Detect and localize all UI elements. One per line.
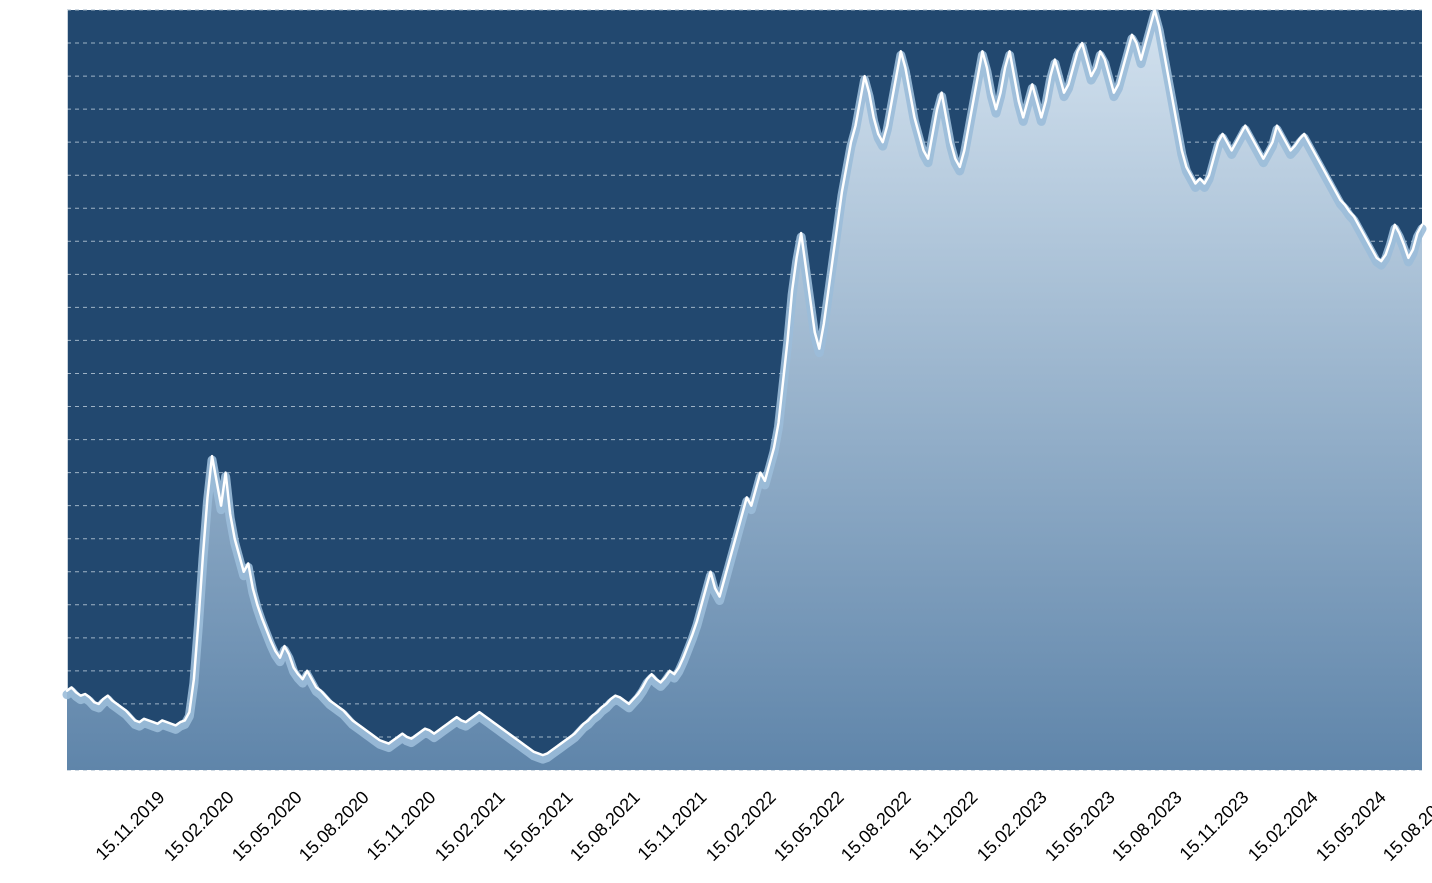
- chart-svg: [0, 0, 1432, 883]
- interest-rate-area-chart: 0,0 % 0,2 % 0,4 % 0,6 % 0,8 % 1,0 % 1,2 % 1,4 %…: [0, 0, 1432, 883]
- y-axis-tick-label: 2,8 %: [0, 297, 59, 318]
- y-axis-tick-label: 1,2 %: [0, 561, 59, 582]
- y-axis-tick-label: 1,4 %: [0, 528, 59, 549]
- y-axis-tick-label: 4,4 %: [0, 33, 59, 54]
- y-axis-tick-label: 0,6 %: [0, 660, 59, 681]
- y-axis-tick-label: 1,6 %: [0, 495, 59, 516]
- y-axis-tick-label: 4,6 %: [0, 0, 59, 21]
- y-axis-tick-label: 2,2 %: [0, 396, 59, 417]
- y-axis-tick-label: 2,0 %: [0, 429, 59, 450]
- y-axis-tick-label: 3,4 %: [0, 198, 59, 219]
- y-axis-tick-label: 0,0 %: [0, 760, 59, 781]
- y-axis-tick-label: 2,6 %: [0, 330, 59, 351]
- y-axis-tick-label: 1,0 %: [0, 594, 59, 615]
- y-axis-tick-label: 0,8 %: [0, 627, 59, 648]
- y-axis-tick-label: 3,6 %: [0, 165, 59, 186]
- y-axis-tick-label: 1,8 %: [0, 462, 59, 483]
- y-axis-tick-label: 3,8 %: [0, 132, 59, 153]
- y-axis-tick-label: 2,4 %: [0, 363, 59, 384]
- y-axis-tick-label: 3,2 %: [0, 231, 59, 252]
- y-axis-tick-label: 4,2 %: [0, 66, 59, 87]
- y-axis-tick-label: 0,2 %: [0, 726, 59, 747]
- y-axis-tick-label: 3,0 %: [0, 264, 59, 285]
- y-axis-tick-label: 4,0 %: [0, 99, 59, 120]
- y-axis-tick-label: 0,4 %: [0, 693, 59, 714]
